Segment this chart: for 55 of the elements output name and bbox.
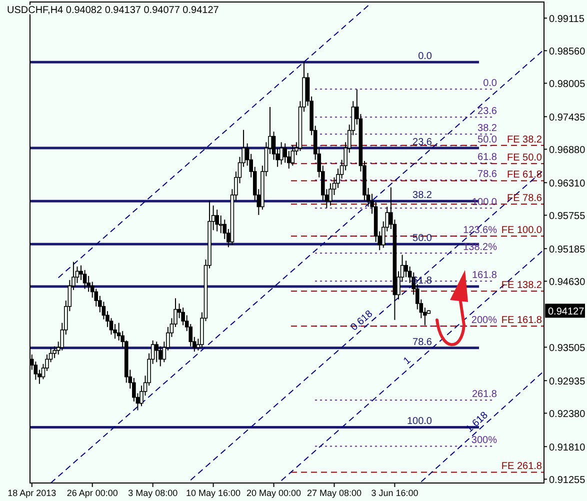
annotation: 0.0 — [483, 78, 498, 90]
annotation: 123.6% — [463, 225, 498, 236]
annotation: FE 138.2 — [501, 280, 542, 292]
annotation: FE 161.8 — [501, 315, 542, 326]
annotation: 300% — [471, 435, 498, 446]
annotation: 61.8 — [478, 152, 498, 164]
y-tick-label: 0.92380 — [549, 409, 586, 420]
annotation: 161.8 — [472, 270, 498, 282]
x-tick-label: 3 Jun 16:00 — [371, 488, 418, 498]
y-tick-label: 0.93505 — [549, 343, 586, 354]
annotation: 138.2% — [463, 242, 498, 254]
x-tick-label: 27 May 08:00 — [306, 488, 362, 498]
y-tick-label: 0.95755 — [549, 211, 586, 222]
y-tick-label: 0.94630 — [549, 277, 586, 288]
candlestick — [215, 209, 219, 232]
y-tick-label: 0.97435 — [549, 112, 586, 124]
y-tick-label: 0.92935 — [549, 376, 586, 388]
annotation: FE 38.2 — [506, 134, 542, 146]
x-tick-label: 3 May 08:00 — [128, 488, 178, 498]
annotation: 261.8 — [472, 389, 498, 400]
y-tick-label: 0.96310 — [549, 178, 586, 190]
y-tick-label: 0.91255 — [549, 475, 586, 486]
candlestick — [279, 142, 284, 165]
annotation: 38.2 — [412, 190, 432, 202]
candlestick — [82, 270, 87, 290]
annotation: FE 61.8 — [506, 170, 542, 181]
text: 1 — [402, 354, 414, 368]
x-tick-label: 10 May 16:00 — [186, 488, 241, 498]
candlestick — [52, 346, 56, 359]
annotation: 23.6 — [478, 106, 498, 118]
y-tick-label: 0.98005 — [549, 79, 586, 90]
annotation: FE 78.6 — [506, 193, 542, 204]
y-tick-label: 0.95185 — [549, 244, 586, 256]
candlestick — [158, 346, 162, 367]
y-tick-label: 0.91810 — [549, 442, 586, 454]
x-tick-label: 20 May 00:00 — [246, 488, 302, 498]
annotation: 50.0 — [412, 233, 432, 244]
annotation: 200% — [471, 315, 498, 326]
annotation: FE 50.0 — [506, 152, 542, 164]
annotation: 38.2 — [478, 123, 498, 134]
candlestick — [290, 144, 295, 166]
annotation: 0.0 — [418, 51, 432, 62]
annotation: 50.0 — [478, 134, 498, 146]
annotation: 100.0 — [406, 416, 432, 428]
candlestick — [154, 341, 159, 363]
annotation: FE 100.0 — [501, 225, 542, 236]
y-tick-label: 0.96880 — [549, 145, 586, 156]
annotation: 78.6 — [478, 169, 498, 180]
annotation: 0.94127 — [548, 306, 585, 318]
annotation: 78.6 — [412, 336, 432, 348]
annotation: FE 261.8 — [501, 461, 542, 472]
y-tick-label: 0.98560 — [549, 46, 586, 58]
x-tick-label: 26 Apr 00:00 — [66, 488, 118, 498]
y-tick-label: 0.99115 — [549, 14, 585, 26]
x-tick-label: 18 Apr 2013 — [8, 488, 56, 498]
